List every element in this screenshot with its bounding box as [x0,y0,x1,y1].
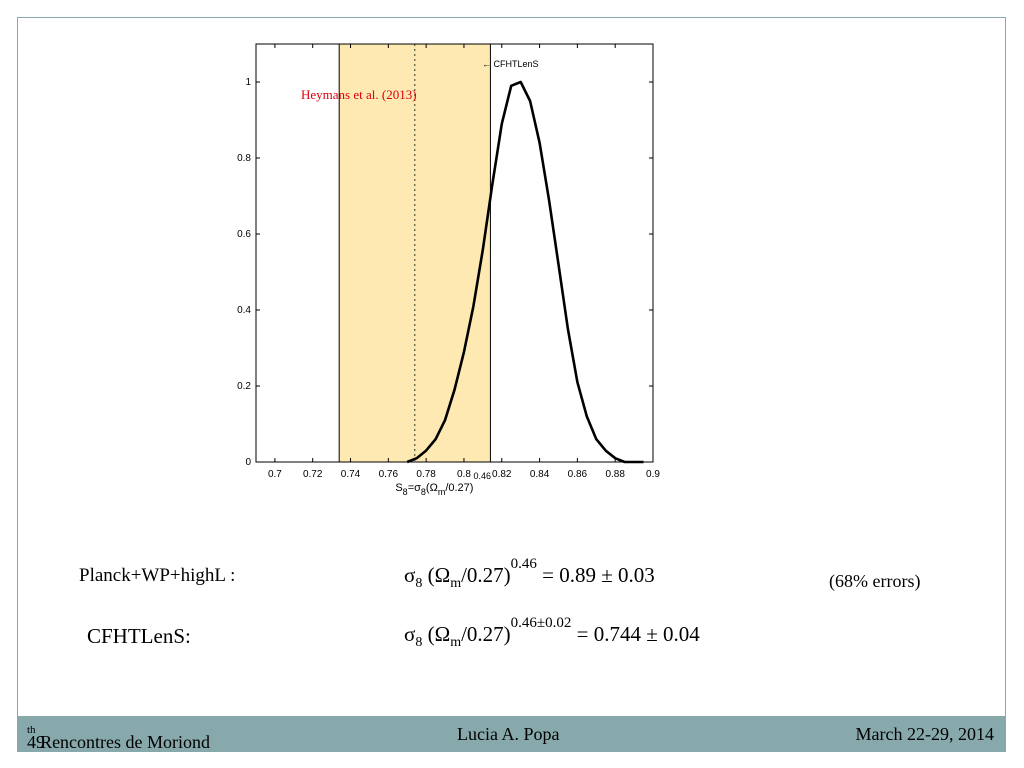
cfht-equation: σ8 (Ωm/0.27)0.46±0.02 = 0.744 ± 0.04 [404,615,700,650]
planck-label: Planck+WP+highL : [79,565,236,586]
x-tick-label: 0.86 [568,469,588,480]
x-tick-label: 0.82 [492,469,512,480]
plot-frame [255,43,654,463]
x-tick-label: 0.8 [457,469,471,480]
heymans-band [339,44,491,462]
y-tick-label: 0.6 [237,229,251,240]
planck-equation: σ8 (Ωm/0.27)0.46 = 0.89 ± 0.03 [404,556,655,591]
cfhtlens-annotation: ← CFHTLenS [482,59,539,69]
x-tick-label: 0.88 [605,469,625,480]
x-tick-label: 0.84 [530,469,550,480]
x-tick-label: 0.76 [379,469,399,480]
x-axis-label: S8=σ8(Ωm/0.27)0.46 [395,471,491,497]
cfht-label: CFHTLenS: [87,624,191,648]
y-tick-label: 0 [245,457,251,468]
conference-dates: March 22-29, 2014 [855,724,994,744]
x-tick-label: 0.72 [303,469,323,480]
cfhtlens-posterior-line [406,80,644,464]
x-tick-label: 0.7 [268,469,282,480]
y-tick-label: 0.4 [237,305,251,316]
y-tick-label: 0.8 [237,153,251,164]
slide-frame [17,17,1006,752]
author-name: Lucia A. Popa [457,724,560,744]
x-tick-label: 0.74 [341,469,361,480]
heymans-annotation: Heymans et al. (2013) [301,87,417,102]
y-tick-label: 1 [245,77,251,88]
x-tick-label: 0.78 [416,469,436,480]
errors-note: (68% errors) [829,571,921,591]
x-tick-label: 0.9 [646,469,660,480]
y-tick-label: 0.2 [237,381,251,392]
